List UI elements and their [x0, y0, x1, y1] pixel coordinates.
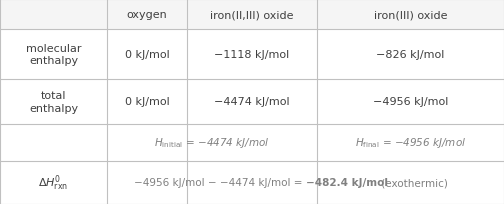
Text: −1118 kJ/mol: −1118 kJ/mol [214, 50, 290, 60]
Text: $\Delta H^0_\mathrm{rxn}$: $\Delta H^0_\mathrm{rxn}$ [38, 173, 69, 192]
Text: oxygen: oxygen [127, 10, 167, 20]
Text: $H_\mathrm{final}$ = −4956 kJ/mol: $H_\mathrm{final}$ = −4956 kJ/mol [355, 136, 466, 150]
Text: iron(II,III) oxide: iron(II,III) oxide [210, 10, 294, 20]
Text: 0 kJ/mol: 0 kJ/mol [124, 97, 169, 107]
Text: −4956 kJ/mol: −4956 kJ/mol [373, 97, 448, 107]
Text: −4474 kJ/mol: −4474 kJ/mol [214, 97, 290, 107]
Bar [0, 0, 504, 30]
Text: −4956 kJ/mol − −4474 kJ/mol =: −4956 kJ/mol − −4474 kJ/mol = [134, 178, 305, 188]
Text: −482.4 kJ/mol: −482.4 kJ/mol [305, 178, 388, 188]
Text: total
enthalpy: total enthalpy [29, 91, 78, 113]
Text: 0 kJ/mol: 0 kJ/mol [124, 50, 169, 60]
Text: −826 kJ/mol: −826 kJ/mol [376, 50, 445, 60]
Text: (exothermic): (exothermic) [377, 178, 448, 188]
Text: molecular
enthalpy: molecular enthalpy [26, 44, 81, 66]
Text: $H_\mathrm{initial}$ = −4474 kJ/mol: $H_\mathrm{initial}$ = −4474 kJ/mol [154, 136, 270, 150]
Text: iron(III) oxide: iron(III) oxide [374, 10, 447, 20]
